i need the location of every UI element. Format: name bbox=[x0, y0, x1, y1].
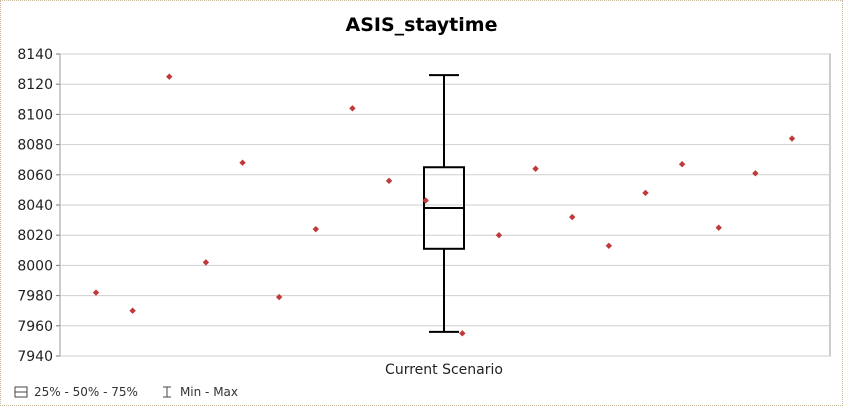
data-point bbox=[569, 213, 576, 221]
y-tick-label: 7940 bbox=[17, 349, 53, 365]
legend-item-min-max: Min - Max bbox=[160, 385, 238, 399]
data-point bbox=[532, 165, 539, 172]
data-point bbox=[678, 161, 686, 168]
x-tick-label: Current Scenario bbox=[385, 362, 503, 378]
data-point bbox=[715, 224, 722, 231]
y-tick-label: 8080 bbox=[17, 138, 53, 154]
y-tick-label: 8040 bbox=[17, 198, 53, 214]
y-tick-label: 8100 bbox=[17, 107, 53, 123]
y-tick-label: 7980 bbox=[17, 289, 53, 305]
data-point bbox=[275, 293, 283, 301]
y-tick-label: 8120 bbox=[17, 77, 53, 93]
y-tick-label: 8000 bbox=[17, 258, 53, 274]
data-point bbox=[129, 307, 136, 314]
data-point bbox=[752, 170, 759, 177]
data-point bbox=[605, 242, 613, 249]
data-point bbox=[788, 135, 796, 142]
data-point bbox=[92, 289, 100, 296]
data-point bbox=[349, 105, 356, 112]
legend-label-min-max: Min - Max bbox=[179, 385, 238, 399]
y-tick-label: 8140 bbox=[17, 47, 53, 63]
legend-label-quartiles: 25% - 50% - 75% bbox=[34, 385, 138, 399]
data-point bbox=[422, 197, 429, 204]
y-tick-label: 8020 bbox=[17, 228, 53, 244]
data-point bbox=[312, 225, 319, 233]
legend-item-quartiles: 25% - 50% - 75% bbox=[14, 385, 138, 399]
chart-title: ASIS_staytime bbox=[345, 14, 498, 36]
y-tick-label: 7960 bbox=[17, 319, 53, 335]
data-point bbox=[202, 259, 210, 266]
y-tick-label: 8060 bbox=[17, 168, 53, 184]
data-point bbox=[239, 159, 246, 166]
data-point bbox=[385, 177, 393, 185]
box-icon bbox=[14, 386, 28, 398]
min-max-icon bbox=[162, 386, 171, 398]
data-point bbox=[459, 330, 466, 337]
chart-legend: 25% - 50% - 75% Min - Max bbox=[14, 382, 260, 402]
data-point bbox=[495, 232, 503, 239]
data-point bbox=[166, 73, 173, 80]
data-point bbox=[642, 189, 649, 197]
